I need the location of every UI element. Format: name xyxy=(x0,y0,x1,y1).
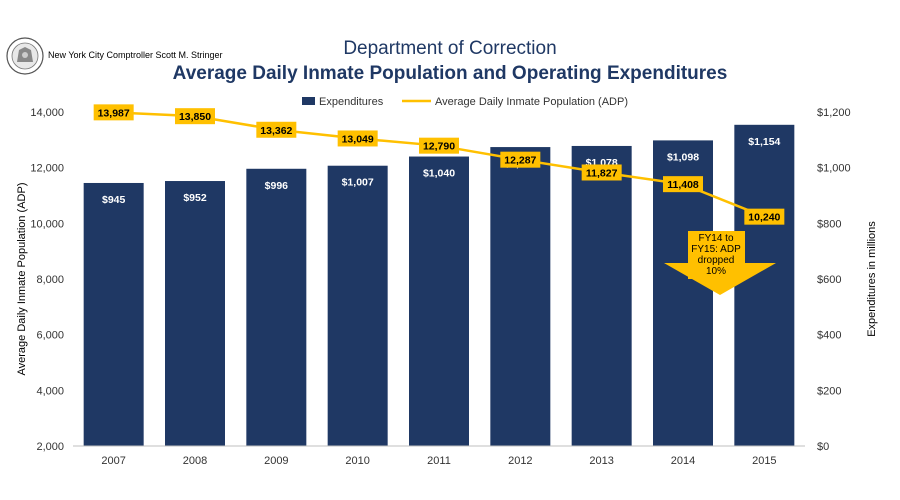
adp-label-2010: 13,049 xyxy=(342,133,374,145)
adp-label-2013: 11,827 xyxy=(586,167,618,179)
legend: Expenditures Average Daily Inmate Popula… xyxy=(302,96,628,108)
right-tick-4: $800 xyxy=(817,218,841,230)
x-tick-2013: 2013 xyxy=(589,455,613,467)
bar-2013 xyxy=(571,145,632,446)
bar-label-2015: $1,154 xyxy=(748,136,780,148)
right-tick-1: $200 xyxy=(817,385,841,397)
adp-point-2015 xyxy=(744,208,785,225)
adp-label-2015: 10,240 xyxy=(748,212,780,224)
left-tick-0: 2,000 xyxy=(36,441,64,453)
legend-swatch-expenditures xyxy=(302,97,315,105)
adp-drop-annotation: FY14 to FY15: ADP dropped 10% xyxy=(664,231,776,295)
adp-point-2010 xyxy=(337,130,378,147)
right-tick-3: $600 xyxy=(817,274,841,286)
right-tick-6: $1,200 xyxy=(817,107,851,119)
bar-2012 xyxy=(490,147,551,446)
adp-label-2012: 12,287 xyxy=(504,155,536,167)
adp-point-2007 xyxy=(93,104,134,121)
adp-label-2011: 12,790 xyxy=(423,141,455,153)
bar-2009 xyxy=(246,168,307,446)
annotation-line-2: FY15: ADP xyxy=(691,244,741,255)
adp-label-2008: 13,850 xyxy=(179,111,211,123)
right-tick-0: $0 xyxy=(817,441,829,453)
left-tick-5: 12,000 xyxy=(30,163,64,175)
x-tick-2011: 2011 xyxy=(427,455,451,467)
left-tick-6: 14,000 xyxy=(30,107,64,119)
comptroller-header: New York City Comptroller Scott M. Strin… xyxy=(48,50,223,60)
adp-point-2008 xyxy=(175,108,215,125)
bar-2008 xyxy=(165,181,225,446)
annotation-line-1: FY14 to xyxy=(698,233,733,244)
adp-point-2014 xyxy=(663,176,703,193)
bar-label-2010: $1,007 xyxy=(342,177,374,189)
left-tick-3: 8,000 xyxy=(36,274,64,286)
bar-label-2014: $1,098 xyxy=(667,151,699,163)
annotation-line-4: 10% xyxy=(706,266,726,277)
right-tick-5: $1,000 xyxy=(817,163,851,175)
x-tick-2009: 2009 xyxy=(264,455,288,467)
adp-point-2011 xyxy=(419,137,459,154)
left-tick-2: 6,000 xyxy=(36,330,64,342)
annotation-line-3: dropped xyxy=(698,255,735,266)
nyc-seal-icon xyxy=(6,37,44,75)
x-tick-2015: 2015 xyxy=(752,455,776,467)
chart-subtitle: Average Daily Inmate Population and Oper… xyxy=(172,63,728,84)
left-tick-1: 4,000 xyxy=(36,385,64,397)
adp-label-2007: 13,987 xyxy=(98,107,130,119)
x-tick-2008: 2008 xyxy=(183,455,207,467)
bar-2010 xyxy=(327,165,388,447)
adp-label-2009: 13,362 xyxy=(260,125,292,137)
bar-label-2008: $952 xyxy=(183,192,207,204)
left-axis-title: Average Daily Inmate Population (ADP) xyxy=(16,182,28,375)
x-tick-2010: 2010 xyxy=(345,455,369,467)
right-tick-2: $400 xyxy=(817,330,841,342)
chart-title: Department of Correction xyxy=(343,38,557,59)
adp-point-2009 xyxy=(256,121,297,138)
left-tick-4: 10,000 xyxy=(30,218,64,230)
bar-2015 xyxy=(734,124,795,446)
x-tick-2014: 2014 xyxy=(671,455,695,467)
legend-label-expenditures: Expenditures xyxy=(319,96,384,108)
legend-label-adp: Average Daily Inmate Population (ADP) xyxy=(435,96,628,108)
bar-2011 xyxy=(409,156,469,447)
bar-label-2009: $996 xyxy=(265,180,289,192)
x-tick-2012: 2012 xyxy=(508,455,532,467)
bar-2007 xyxy=(83,182,144,446)
bar-label-2007: $945 xyxy=(102,194,126,206)
x-tick-2007: 2007 xyxy=(101,455,125,467)
adp-label-2014: 11,408 xyxy=(667,179,699,191)
right-axis-title: Expenditures in millions xyxy=(866,221,878,337)
bar-label-2011: $1,040 xyxy=(423,168,455,180)
annotation-arrow xyxy=(664,263,776,295)
adp-point-2013 xyxy=(581,164,622,181)
adp-point-2012 xyxy=(500,151,541,168)
